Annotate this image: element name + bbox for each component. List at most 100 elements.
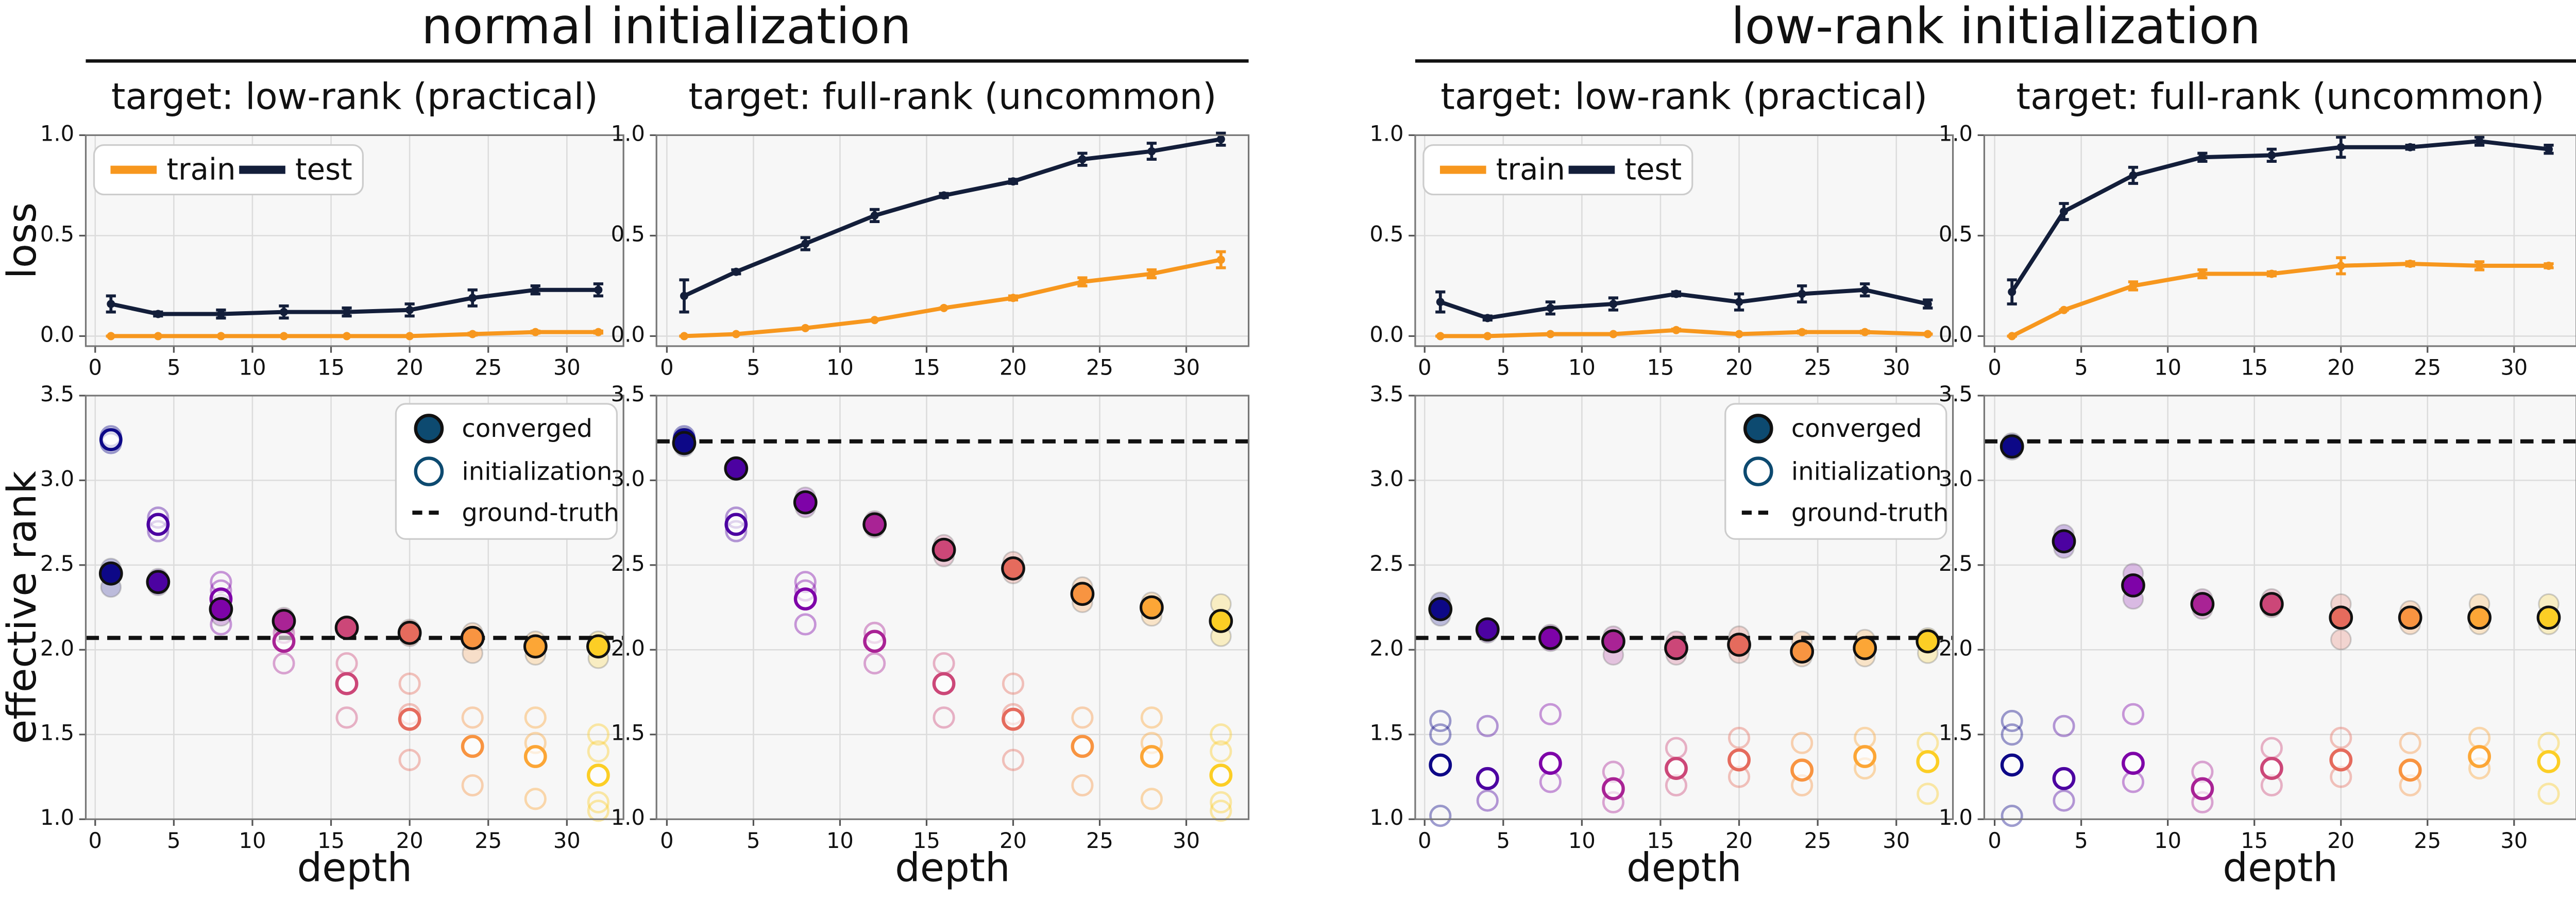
initialization-trial: [1917, 783, 1939, 805]
initialization-point: [1853, 745, 1877, 768]
plot-frame: [655, 134, 1250, 347]
x-tick-label: 30: [2500, 355, 2528, 380]
converged-point: [397, 621, 422, 645]
initialization-trial: [524, 706, 547, 729]
plot-frame: [1983, 395, 2576, 820]
panel-title: target: full-rank (uncommon): [688, 76, 1216, 118]
initialization-point: [1538, 752, 1562, 775]
y-tick-label: 1.5: [611, 720, 645, 745]
legend-label: initialization: [1791, 457, 1942, 486]
point: [405, 305, 414, 314]
converged-point: [98, 561, 123, 586]
plot-frame: [84, 395, 624, 820]
x-tick-label: 15: [317, 828, 345, 853]
initialization-trial: [863, 652, 886, 675]
point: [216, 332, 225, 341]
converged-point: [1209, 609, 1233, 633]
initialization-trial: [1140, 788, 1163, 810]
x-tick-label: 0: [660, 828, 673, 853]
group-title: low-rank initialization: [1731, 0, 2261, 55]
point: [343, 308, 351, 316]
point: [1546, 303, 1555, 312]
legend-label: test: [295, 152, 352, 186]
x-tick-label: 10: [826, 355, 854, 380]
initialization-trial: [1791, 732, 1814, 754]
initialization-trial: [1476, 789, 1499, 812]
converged-point: [931, 537, 956, 562]
point: [1436, 332, 1445, 341]
panel-title: target: full-rank (uncommon): [2016, 76, 2545, 118]
point: [1216, 256, 1225, 264]
initialization-trial: [2399, 732, 2421, 754]
y-tick-label: 0.5: [40, 221, 74, 246]
point: [531, 285, 540, 294]
initialization-point: [1916, 750, 1940, 773]
point: [1860, 328, 1869, 336]
point: [343, 332, 351, 341]
converged-point: [2052, 529, 2076, 554]
point: [1483, 314, 1492, 322]
point: [405, 332, 414, 341]
x-tick-label: 30: [1883, 828, 1910, 853]
point: [594, 285, 603, 294]
point: [279, 308, 289, 316]
y-tick-label: 3.5: [611, 381, 645, 406]
initialization-point: [146, 513, 170, 536]
point: [1483, 332, 1492, 341]
initialization-trial: [1539, 703, 1562, 725]
converged-point: [2259, 592, 2284, 616]
y-tick-label: 2.0: [1369, 635, 1403, 660]
point: [2406, 260, 2415, 268]
point: [2406, 143, 2415, 151]
converged-point: [793, 490, 818, 515]
point: [2267, 269, 2276, 278]
point: [1147, 269, 1156, 278]
initialization-point: [1602, 777, 1625, 801]
initialization-trial: [1210, 740, 1232, 763]
initialization-point: [1140, 745, 1163, 768]
initialization-point: [2000, 753, 2024, 777]
converged-point: [586, 634, 611, 659]
x-tick-label: 0: [1418, 355, 1431, 380]
initialization-trial: [335, 706, 358, 729]
converged-point: [1853, 636, 1877, 660]
x-tick-label: 5: [167, 355, 180, 380]
point: [1609, 330, 1618, 338]
converged-point: [1999, 434, 2024, 459]
point: [468, 294, 477, 302]
legend-box: [1724, 403, 1947, 540]
initialization-point: [1209, 763, 1233, 787]
converged-point: [1727, 633, 1751, 657]
point: [1009, 177, 1018, 186]
legend-label: converged: [462, 414, 592, 443]
x-tick-label: 20: [2327, 355, 2354, 380]
converged-point: [1139, 595, 1164, 620]
plot-background: [1984, 135, 2576, 346]
point: [1672, 290, 1681, 298]
legend-label: converged: [1791, 414, 1922, 443]
x-tick-label: 10: [1568, 828, 1596, 853]
point: [2129, 171, 2138, 180]
legend-marker: [414, 456, 444, 486]
point: [2129, 281, 2138, 290]
initialization-point: [461, 735, 484, 758]
converged-point: [2329, 605, 2353, 630]
initialization-point: [1727, 748, 1751, 772]
initialization-point: [2329, 748, 2353, 772]
y-tick-label: 2.5: [611, 551, 645, 576]
y-tick-label: 3.0: [1369, 466, 1403, 491]
y-axis-label: effective rank: [0, 471, 45, 744]
point: [2475, 137, 2484, 146]
initialization-point: [523, 745, 547, 768]
initialization-trial: [2001, 709, 2023, 733]
plot-frame: [655, 395, 1250, 820]
y-tick-label: 3.5: [1939, 381, 1973, 406]
point: [531, 328, 540, 336]
point: [680, 332, 688, 341]
point: [154, 310, 162, 318]
plot-background: [656, 135, 1249, 346]
x-tick-label: 10: [239, 355, 266, 380]
initialization-trial: [2001, 805, 2023, 827]
x-tick-label: 5: [1497, 828, 1510, 853]
y-tick-label: 1.0: [1939, 805, 1973, 830]
